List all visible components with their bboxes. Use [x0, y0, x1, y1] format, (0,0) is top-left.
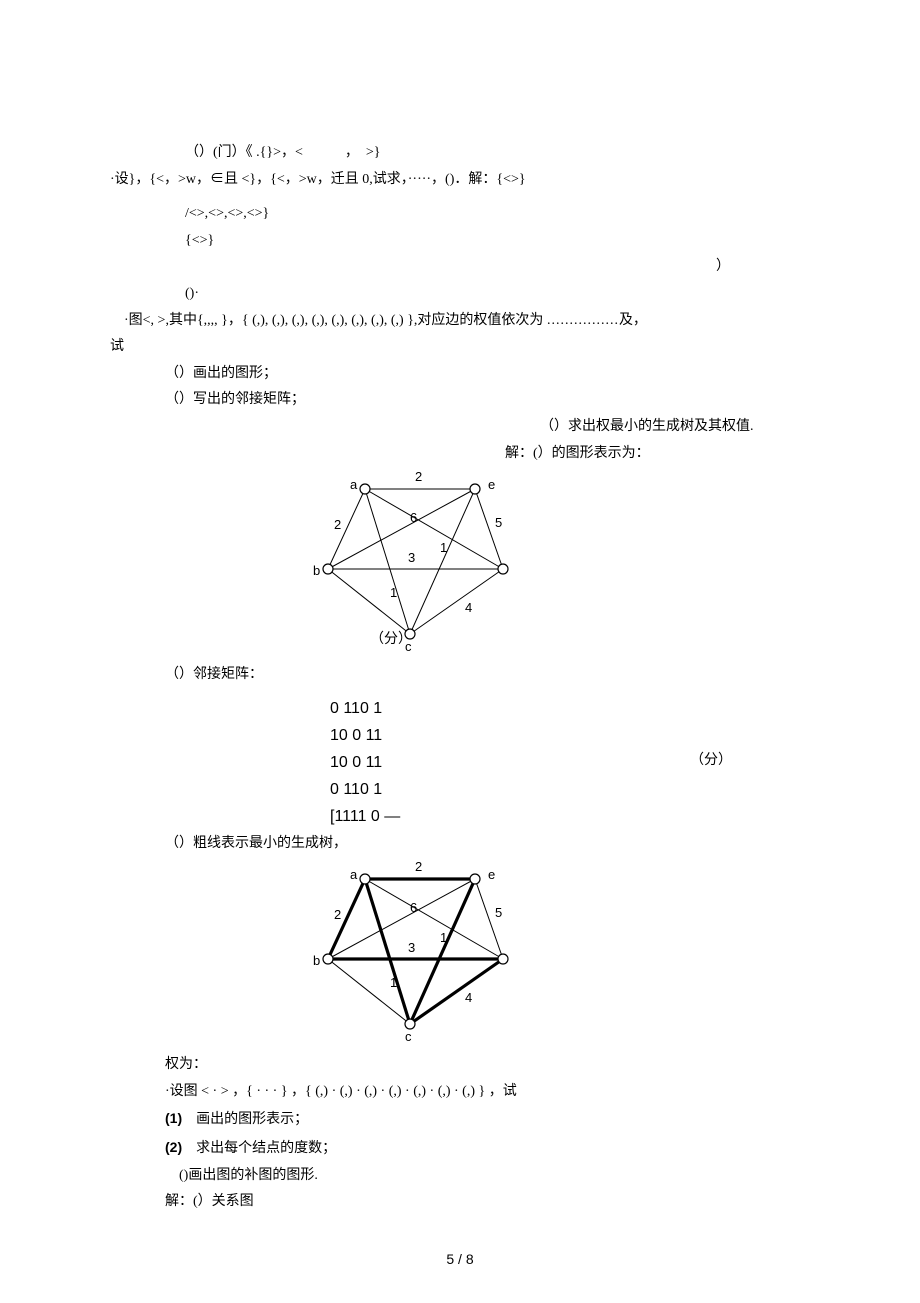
subtask: (2) 求出每个结点的度数； [110, 1134, 810, 1163]
page-number: 5 / 8 [0, 1246, 920, 1273]
problem-graph-weights: ·图<, >,其中{,,,, }，{ (,), (,), (,), (,), (… [110, 308, 810, 335]
solution-intro: 解：(）的图形表示为： [110, 441, 810, 468]
problem-line: ·设图 < · > ，{ · · · } ，{ (,) · (,) · (,) … [110, 1079, 810, 1106]
svg-text:e: e [488, 477, 495, 492]
score-mark: （分） [370, 627, 412, 654]
svg-text:4: 4 [465, 600, 472, 615]
text-line: （）(门）《 .{}>，< ， >} [110, 140, 810, 167]
matrix-row: 10 0 11 [330, 722, 530, 749]
graph-figure-1: 22631541aebc （分） [110, 467, 810, 662]
matrix-row: 0 110 1 [330, 776, 530, 803]
text-line: /<>,<>,<>,<>} [110, 201, 810, 228]
text-fragment: 及， [619, 313, 647, 328]
subtask-text: 求出每个结点的度数； [196, 1141, 336, 1156]
svg-text:3: 3 [408, 940, 415, 955]
graph-figure-2: 22631541aebc [110, 857, 810, 1052]
subtask: ()画出图的补图的图形. [110, 1163, 810, 1190]
mst-heading: （）粗线表示最小的生成树， [110, 831, 810, 858]
text-line: ()· [110, 281, 810, 308]
svg-text:a: a [350, 477, 358, 492]
svg-text:5: 5 [495, 905, 502, 920]
subtask: （）写出的邻接矩阵； [110, 387, 810, 414]
subtask: （）画出的图形； [110, 361, 810, 388]
svg-text:2: 2 [334, 907, 341, 922]
paren-mark: ） [716, 254, 810, 281]
text-fragment: ·图<, >,其中{,,,, }，{ (,), (,), (,), (,), (… [110, 313, 547, 328]
weight-line: 权为： [110, 1052, 810, 1079]
adjacency-heading: （）邻接矩阵： [110, 662, 810, 689]
svg-text:2: 2 [415, 469, 422, 484]
adjacency-matrix: 0 110 1 10 0 11 10 0 11（分） 0 110 1 [1111… [110, 695, 810, 831]
svg-text:4: 4 [465, 990, 472, 1005]
subtask: （）求出权最小的生成树及其权值. [110, 414, 810, 441]
matrix-row: 10 0 11 [330, 749, 530, 776]
svg-text:1: 1 [440, 930, 447, 945]
solution-intro: 解：(）关系图 [110, 1189, 810, 1216]
matrix-row: 0 110 1 [330, 695, 530, 722]
subtask-num: (1) [165, 1110, 182, 1126]
svg-text:2: 2 [415, 859, 422, 874]
svg-text:b: b [313, 953, 320, 968]
svg-text:a: a [350, 867, 358, 882]
svg-text:1: 1 [390, 585, 397, 600]
svg-text:1: 1 [390, 975, 397, 990]
svg-text:3: 3 [408, 550, 415, 565]
matrix-row: [1111 0 — [330, 803, 530, 830]
text-line: 试 [110, 334, 810, 361]
text-line: {<>} [110, 228, 810, 255]
subtask: (1) 画出的图形表示； [110, 1105, 810, 1134]
svg-text:c: c [405, 1029, 412, 1044]
svg-text:5: 5 [495, 515, 502, 530]
svg-text:b: b [313, 563, 320, 578]
text-line: ·设}，{<，>w，∈且 <}，{<，>w，迁且 0,试求，·····，()．解… [110, 167, 810, 194]
dots: ................ [547, 313, 619, 328]
svg-text:e: e [488, 867, 495, 882]
svg-text:2: 2 [334, 517, 341, 532]
score-mark: （分） [530, 749, 732, 776]
subtask-num: (2) [165, 1139, 182, 1155]
svg-text:1: 1 [440, 540, 447, 555]
subtask-text: 画出的图形表示； [196, 1112, 308, 1127]
